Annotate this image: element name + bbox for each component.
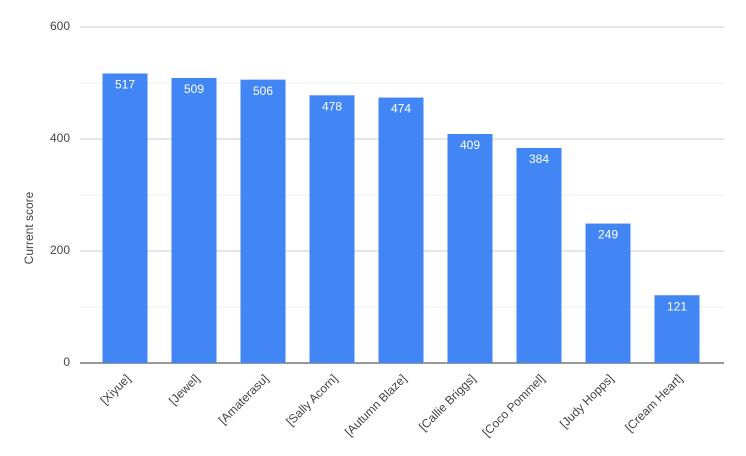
value-label: 506 [253, 84, 273, 98]
value-label: 409 [460, 138, 480, 152]
bar [654, 295, 700, 363]
bar [585, 223, 631, 363]
value-label: 474 [391, 102, 411, 116]
bar [309, 95, 355, 363]
y-tick-label: 600 [50, 19, 70, 33]
bar [516, 147, 562, 363]
x-tick-label: [Xiyue] [98, 371, 134, 407]
x-tick-label: [Amaterasu] [216, 371, 272, 427]
value-label: 121 [667, 299, 687, 313]
x-tick-label: [Coco Pommel] [479, 371, 547, 439]
x-tick-label: [Judy Hopps] [557, 371, 616, 430]
y-tick-label: 0 [63, 355, 70, 369]
bar [171, 77, 217, 364]
x-tick-label: [Callie Briggs] [416, 371, 478, 433]
bar [447, 133, 493, 363]
x-tick-label: [Sally Acorn] [283, 371, 340, 428]
y-tick-label: 200 [50, 243, 70, 257]
bar [240, 79, 286, 363]
bar [102, 73, 148, 363]
x-tick-label: [Cream Heart] [622, 371, 685, 434]
x-tick-label: [Autumn Blaze] [342, 371, 409, 438]
y-axis-label: Current score [22, 191, 36, 264]
y-tick-label: 400 [50, 131, 70, 145]
x-tick-label: [Jewel] [166, 371, 202, 407]
bar [378, 97, 424, 363]
value-label: 517 [115, 78, 135, 92]
value-label: 384 [529, 152, 549, 166]
value-label: 478 [322, 99, 342, 113]
value-label: 509 [184, 82, 204, 96]
value-label: 249 [598, 228, 618, 242]
